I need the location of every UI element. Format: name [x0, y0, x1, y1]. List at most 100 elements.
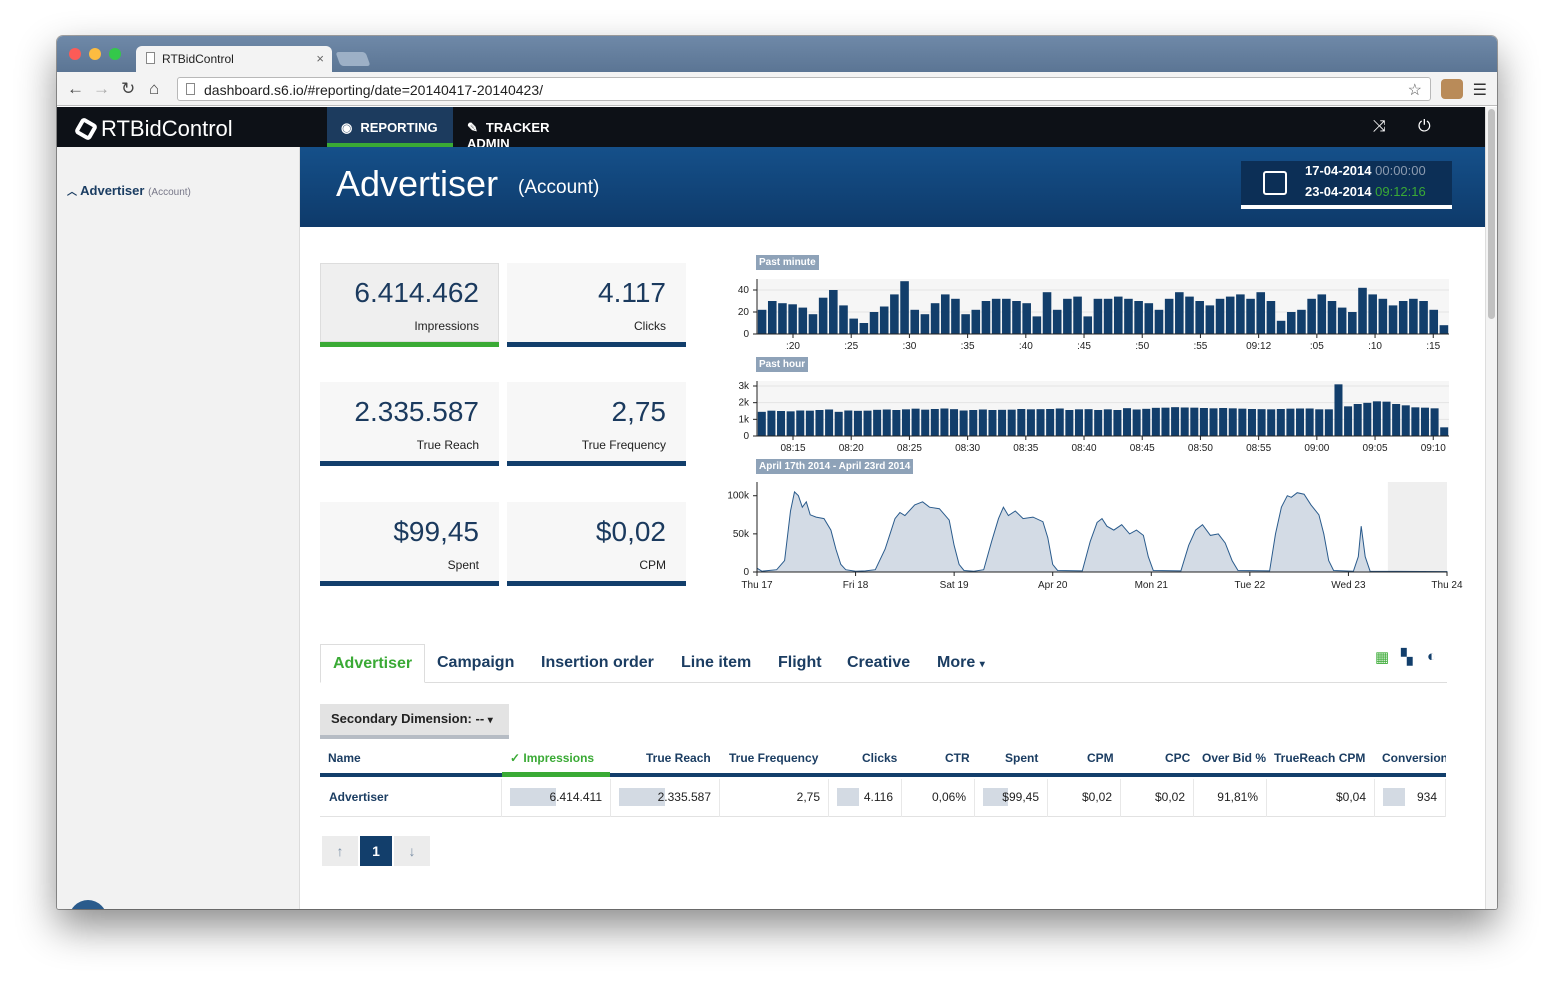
bar [1439, 325, 1449, 334]
table-row[interactable]: Advertiser 6.414.411 2.335.587 2,75 4.11… [320, 779, 1446, 817]
tab-more-label: More [937, 654, 976, 671]
col-over-bid[interactable]: Over Bid % [1202, 751, 1267, 765]
home-icon[interactable]: ⌂ [149, 79, 160, 98]
bar [1161, 407, 1170, 436]
close-window-button[interactable] [69, 48, 81, 60]
power-icon[interactable]: ⏻ [1418, 118, 1431, 135]
secondary-dimension-dropdown[interactable]: Secondary Dimension: -- ▾ [320, 704, 509, 739]
contrast-icon[interactable]: ◐ [1427, 648, 1437, 665]
col-name[interactable]: Name [328, 751, 361, 765]
nav-reporting-label: REPORTING [360, 120, 438, 135]
bar [859, 323, 869, 334]
stat-true-frequency[interactable]: 2,75 True Frequency [507, 382, 686, 466]
cell-value: $0,02 [1154, 790, 1185, 804]
page-icon [186, 83, 195, 95]
logo-mark-icon [73, 116, 99, 142]
tab-insertion-order[interactable]: Insertion order [541, 654, 654, 671]
bar [1142, 408, 1151, 436]
cell-cpm: $0,02 [1048, 779, 1121, 817]
stat-impressions[interactable]: 6.414.462 Impressions [320, 263, 499, 347]
bar [829, 290, 838, 334]
scrollbar-thumb[interactable] [1488, 109, 1495, 319]
tab-more[interactable]: More ▾ [925, 644, 997, 683]
col-spent[interactable]: Spent [1005, 751, 1039, 765]
date-to-value: 23-04-2014 [1305, 184, 1372, 199]
bar [1124, 298, 1133, 334]
pager-up-button[interactable]: ↑ [322, 836, 358, 866]
x-tick-label: Fri 18 [843, 580, 869, 591]
pager-down-button[interactable]: ↓ [394, 836, 430, 866]
page-scrollbar[interactable] [1485, 107, 1497, 909]
col-true-reach[interactable]: True Reach [646, 751, 711, 765]
tab-line-item[interactable]: Line item [681, 654, 752, 671]
col-true-frequency[interactable]: True Frequency [729, 751, 819, 765]
help-icon[interactable]: ? [69, 900, 107, 909]
bookmark-star-icon[interactable]: ☆ [1407, 82, 1422, 99]
chart-title-past-hour: Past hour [756, 357, 809, 372]
minimize-window-button[interactable] [89, 48, 101, 60]
secondary-dimension-value: -- [475, 711, 485, 726]
bar [1134, 301, 1143, 334]
cell-name[interactable]: Advertiser [320, 779, 502, 817]
col-cpm[interactable]: CPM [1087, 751, 1114, 765]
reload-icon[interactable]: ↻ [121, 79, 136, 98]
stat-cpm[interactable]: $0,02 CPM [507, 502, 686, 586]
stat-clicks[interactable]: 4.117 Clicks [507, 263, 686, 347]
col-impressions[interactable]: ✓ Impressions [510, 751, 594, 765]
browser-tab[interactable]: RTBidControl × [136, 46, 332, 72]
tab-creative[interactable]: Creative [847, 654, 911, 671]
cell-true-reach: 2.335.587 [611, 779, 720, 817]
forward-icon[interactable]: → [93, 79, 110, 98]
col-clicks[interactable]: Clicks [862, 751, 898, 765]
tab-campaign[interactable]: Campaign [437, 654, 515, 671]
x-tick-label: Thu 24 [1431, 580, 1463, 591]
nav-reporting[interactable]: ◉ REPORTING [327, 107, 453, 147]
bar [1409, 298, 1418, 334]
bar [892, 410, 901, 436]
close-tab-icon[interactable]: × [316, 51, 324, 66]
bar [1205, 305, 1215, 334]
bar [1236, 294, 1245, 334]
bar [1382, 401, 1391, 436]
new-tab-button[interactable] [335, 52, 371, 66]
maximize-window-button[interactable] [109, 48, 121, 60]
back-icon[interactable]: ← [67, 79, 84, 98]
bar [1026, 409, 1035, 436]
extension-icon[interactable] [1441, 79, 1463, 99]
sidebar-item-advertiser[interactable]: ︿ Advertiser (Account) [67, 183, 191, 198]
shuffle-icon[interactable]: ⤨ [1373, 118, 1386, 135]
url-bar[interactable]: dashboard.s6.io/#reporting/date=20140417… [177, 77, 1431, 101]
x-tick-label: 08:35 [1013, 443, 1038, 454]
pager-page-1[interactable]: 1 [360, 836, 392, 866]
col-ctr[interactable]: CTR [945, 751, 970, 765]
bar [1286, 312, 1296, 334]
bar [863, 410, 872, 436]
bar [815, 410, 824, 436]
stat-true-reach[interactable]: 2.335.587 True Reach [320, 382, 499, 466]
nav-tracker-admin[interactable]: ✎ TRACKER ADMIN [453, 107, 603, 151]
date-range-picker[interactable]: 17-04-2014 00:00:00 23-04-2014 09:12:16 [1241, 161, 1452, 209]
col-truereach-cpm[interactable]: TrueReach CPM [1274, 751, 1366, 765]
dashboard-icon: ◉ [341, 120, 353, 135]
bar [1007, 409, 1016, 436]
bar [900, 281, 909, 334]
cell-cpc: $0,02 [1121, 779, 1194, 817]
menu-icon[interactable]: ☰ [1472, 82, 1487, 99]
col-conversion[interactable]: Conversion [1382, 751, 1446, 765]
col-cpc[interactable]: CPC [1165, 751, 1191, 765]
bar [1199, 408, 1208, 436]
tab-advertiser[interactable]: Advertiser [320, 644, 426, 683]
tab-flight[interactable]: Flight [778, 654, 822, 671]
grid-view-icon[interactable]: ▚ [1401, 649, 1413, 666]
cell-bar [619, 788, 665, 806]
bar [1429, 309, 1439, 334]
stat-spent[interactable]: $99,45 Spent [320, 502, 499, 586]
bar [1286, 408, 1295, 436]
app-logo[interactable]: RTBidControl [73, 116, 233, 142]
bar [1113, 296, 1123, 334]
x-tick-label: Sat 19 [940, 580, 969, 591]
bar [1219, 408, 1228, 436]
table-view-icon[interactable]: ▦ [1375, 649, 1390, 666]
time-to-value: 09:12:16 [1375, 184, 1426, 199]
cell-value: $0,02 [1081, 790, 1112, 804]
